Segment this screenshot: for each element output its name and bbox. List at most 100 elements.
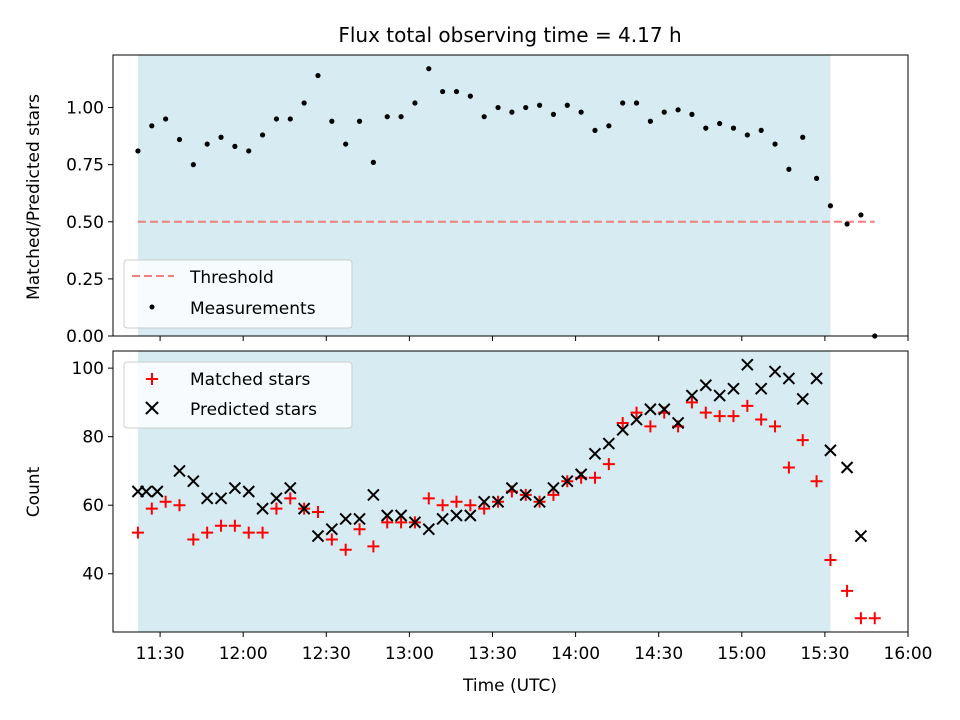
matched-star-point	[796, 434, 809, 447]
bottom-legend-box	[123, 361, 353, 429]
predicted-star-point	[408, 516, 422, 529]
matched-star-point	[395, 516, 408, 529]
matched-star-point	[727, 410, 740, 423]
x-tick-label: 12:00	[219, 644, 268, 664]
predicted-star-point	[436, 512, 449, 526]
matched-star-point	[616, 416, 629, 429]
measurement-point	[858, 212, 864, 218]
predicted-star-point	[311, 529, 325, 543]
measurement-point	[135, 148, 141, 154]
matched-star-point	[215, 519, 228, 532]
matched-star-point	[810, 475, 823, 488]
measurement-point	[440, 88, 446, 95]
matched-star-point	[685, 396, 698, 409]
measurement-point	[204, 141, 210, 147]
measurement-point	[190, 162, 196, 168]
matched-legend-label: Matched stars	[190, 370, 310, 390]
measurement-point	[412, 100, 418, 106]
measurement-point	[370, 159, 376, 165]
predicted-star-point	[297, 502, 311, 515]
predicted-star-point	[699, 379, 712, 392]
measurement-point	[758, 127, 764, 133]
predicted-star-point	[519, 488, 532, 502]
bottom-panel: 40 60 80 100 11:30 12:00 12:30 13:00 13:30 14:00 1…	[24, 350, 933, 696]
predicted-star-point	[685, 389, 699, 402]
measurements-legend-label: Measurements	[190, 299, 316, 319]
top-legend: Threshold Measurements	[123, 259, 353, 329]
measurement-point	[550, 111, 557, 117]
measurement-point	[163, 116, 169, 122]
measurement-point	[844, 221, 850, 227]
predicted-star-point	[214, 492, 228, 505]
predicted-star-point	[713, 389, 726, 402]
predicted-star-point	[782, 372, 796, 385]
predicted-star-point	[533, 495, 546, 508]
matched-star-point	[173, 499, 186, 512]
predicted-star-point	[422, 522, 435, 536]
matched-star-point	[311, 506, 324, 519]
measurement-point	[356, 118, 363, 124]
matched-star-point	[741, 399, 754, 412]
top-y-tick-label: 1.00	[66, 99, 104, 119]
matched-star-point	[284, 492, 297, 505]
x-tick-label: 12:30	[302, 644, 351, 664]
matched-star-point	[644, 420, 657, 433]
bottom-plot-frame	[112, 350, 909, 633]
measurement-point	[827, 203, 834, 209]
top-y-tick-label: 0.50	[66, 213, 104, 233]
measurement-point	[578, 109, 584, 115]
matched-star-point	[824, 554, 837, 567]
predicted-star-point	[644, 403, 657, 416]
predicted-star-point	[477, 495, 491, 508]
measurement-point	[813, 175, 820, 181]
predicted-star-point	[367, 488, 380, 502]
measurement-point	[315, 72, 321, 79]
measurement-point	[149, 123, 155, 129]
top-y-axis-label: Matched/Predicted stars	[24, 94, 44, 300]
measurement-point	[218, 134, 224, 140]
predicted-star-point	[547, 481, 560, 495]
predicted-star-point	[602, 437, 616, 450]
bottom-y-tick-label: 80	[82, 428, 104, 448]
predicted-star-point	[339, 512, 352, 526]
predicted-star-point	[173, 464, 186, 478]
predicted-star-point	[256, 502, 269, 515]
matched-star-point	[854, 612, 867, 625]
matched-star-point	[464, 499, 477, 512]
matched-star-point	[769, 420, 782, 433]
predicted-star-point	[854, 529, 868, 543]
matched-legend-swatch	[146, 373, 158, 385]
measurement-point	[564, 102, 570, 108]
predicted-star-point	[325, 522, 339, 536]
predicted-star-point	[630, 413, 643, 426]
x-tick-label: 13:00	[385, 644, 434, 664]
measurement-point	[301, 100, 307, 106]
measurement-point	[259, 132, 266, 138]
predicted-star-point	[140, 485, 153, 498]
measurement-point	[273, 116, 280, 122]
predicted-star-point	[187, 475, 200, 488]
top-y-tick-label: 0.25	[66, 270, 104, 290]
predicted-legend-label: Predicted stars	[190, 400, 317, 420]
bottom-y-tick-label: 60	[82, 496, 104, 516]
measurement-point	[176, 136, 183, 143]
matched-star-point	[228, 519, 241, 532]
x-axis-label: Time (UTC)	[462, 676, 557, 696]
predicted-star-point	[353, 512, 366, 526]
x-tick-label: 11:30	[136, 644, 185, 664]
predicted-star-point	[810, 372, 823, 385]
predicted-star-point	[768, 365, 782, 378]
x-tick-label: 14:30	[634, 644, 683, 664]
matched-star-point	[782, 461, 795, 474]
matched-star-point	[422, 492, 435, 505]
measurement-point	[800, 134, 806, 140]
top-panel: 0.00 0.25 0.50 0.75 1.00 Matched/Predicted s…	[24, 54, 909, 347]
matched-star-point	[713, 410, 726, 423]
matched-star-point	[145, 502, 158, 515]
predicted-star-point	[505, 481, 519, 495]
matched-star-point	[256, 526, 269, 539]
predicted-star-point	[616, 423, 629, 437]
threshold-legend-label: Threshold	[189, 268, 274, 288]
measurement-point	[481, 114, 487, 120]
matched-star-point	[478, 502, 491, 515]
